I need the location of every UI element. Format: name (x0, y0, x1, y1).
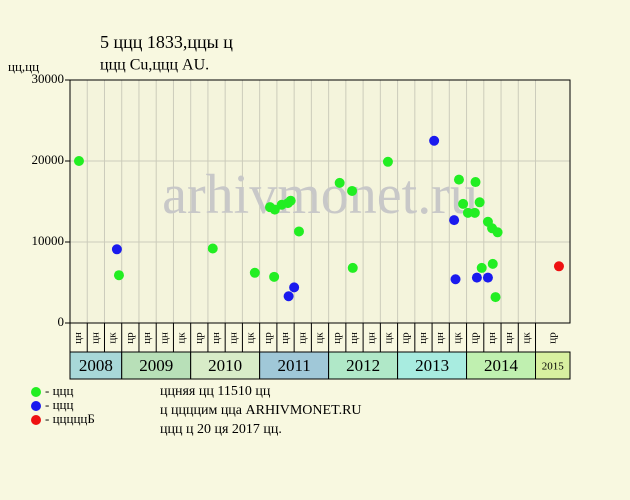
legend-marker (31, 401, 41, 411)
legend-label: - ццц (45, 397, 73, 412)
x-tick-label: цр (400, 332, 412, 344)
point (482, 272, 493, 283)
point (449, 215, 460, 226)
year-label: 2009 (139, 356, 173, 375)
year-label: 2008 (79, 356, 113, 375)
x-tick-label: цк (176, 332, 188, 344)
x-tick-label: цн (348, 332, 360, 344)
x-tick-label: цр (331, 332, 343, 344)
chart-title: 5 ццц 1833,ццы ц (100, 32, 233, 52)
year-label: 2015 (542, 361, 565, 373)
legend-label: - ццц (45, 383, 73, 398)
year-band (466, 351, 537, 380)
point (289, 282, 300, 293)
plot-area (70, 80, 570, 323)
x-tick-label: цр (124, 332, 136, 344)
x-tick-label: цн (296, 332, 308, 344)
point (487, 258, 498, 269)
x-tick-label: цк (107, 332, 119, 344)
point (450, 274, 461, 285)
point (458, 198, 469, 209)
x-tick-label: цк (245, 332, 257, 344)
x-tick-label: цн (89, 332, 101, 344)
x-tick-label: цк (382, 332, 394, 344)
y-tick-label: 20000 (32, 152, 65, 167)
x-tick-label: цр (193, 332, 205, 344)
point (347, 262, 358, 273)
point (453, 174, 464, 185)
year-band (259, 351, 330, 380)
point (207, 243, 218, 254)
point (334, 177, 345, 188)
year-band (190, 351, 261, 380)
year-band (397, 351, 468, 380)
point (111, 244, 122, 255)
point (476, 262, 487, 273)
x-tick-label: цн (227, 332, 239, 344)
x-tick-label: цн (365, 332, 377, 344)
y-tick-label: 30000 (32, 71, 65, 86)
y-tick-label: 10000 (32, 233, 65, 248)
point (293, 226, 304, 237)
x-tick-label: цн (486, 332, 498, 344)
point (471, 272, 482, 283)
x-tick-label: цн (434, 332, 446, 344)
legend-marker (31, 415, 41, 425)
year-label: 2014 (484, 356, 519, 375)
point (470, 177, 481, 188)
point (347, 185, 358, 196)
x-tick-label: цр (262, 332, 274, 344)
point (553, 261, 564, 272)
y-axis-label: цц,цц (8, 59, 39, 74)
point (462, 207, 473, 218)
x-tick-label: цр (546, 332, 558, 344)
point (492, 227, 503, 238)
plot-border (69, 79, 571, 324)
x-tick-label: цк (451, 332, 463, 344)
year-band (121, 351, 192, 380)
chart-subtitle: ццц Cu,ццц AU. (100, 57, 209, 74)
point (113, 270, 124, 281)
point (249, 267, 260, 278)
x-tick-label: цр (469, 332, 481, 344)
x-tick-label: цн (279, 332, 291, 344)
x-tick-label: цн (141, 332, 153, 344)
year-band (535, 351, 571, 380)
point (382, 156, 393, 167)
legend-marker (31, 387, 41, 397)
y-tick-label: 0 (58, 314, 65, 329)
point (474, 197, 485, 208)
point (469, 207, 480, 218)
x-tick-label: цк (520, 332, 532, 344)
year-band (69, 351, 123, 380)
point (269, 271, 280, 282)
x-tick-label: цк (314, 332, 326, 344)
year-label: 2012 (346, 356, 380, 375)
x-tick-label: цн (158, 332, 170, 344)
x-tick-label: цн (503, 332, 515, 344)
year-label: 2011 (277, 356, 310, 375)
point (283, 291, 294, 302)
x-tick-label: цн (210, 332, 222, 344)
point (429, 135, 440, 146)
note: ццц ц 20 ця 2017 цц. (160, 422, 282, 437)
legend-label: - цццццБ (45, 411, 95, 426)
note: ццняя цц 11510 цц (160, 384, 271, 399)
x-tick-label: цн (72, 332, 84, 344)
x-tick-label: цн (417, 332, 429, 344)
year-label: 2010 (208, 356, 242, 375)
point (73, 156, 84, 166)
point (490, 292, 501, 303)
watermark: arhivmonet.ru (162, 164, 478, 226)
point (285, 195, 296, 206)
note: ц ццццим цца ARHIVMONET.RU (160, 403, 362, 418)
year-label: 2013 (415, 356, 449, 375)
